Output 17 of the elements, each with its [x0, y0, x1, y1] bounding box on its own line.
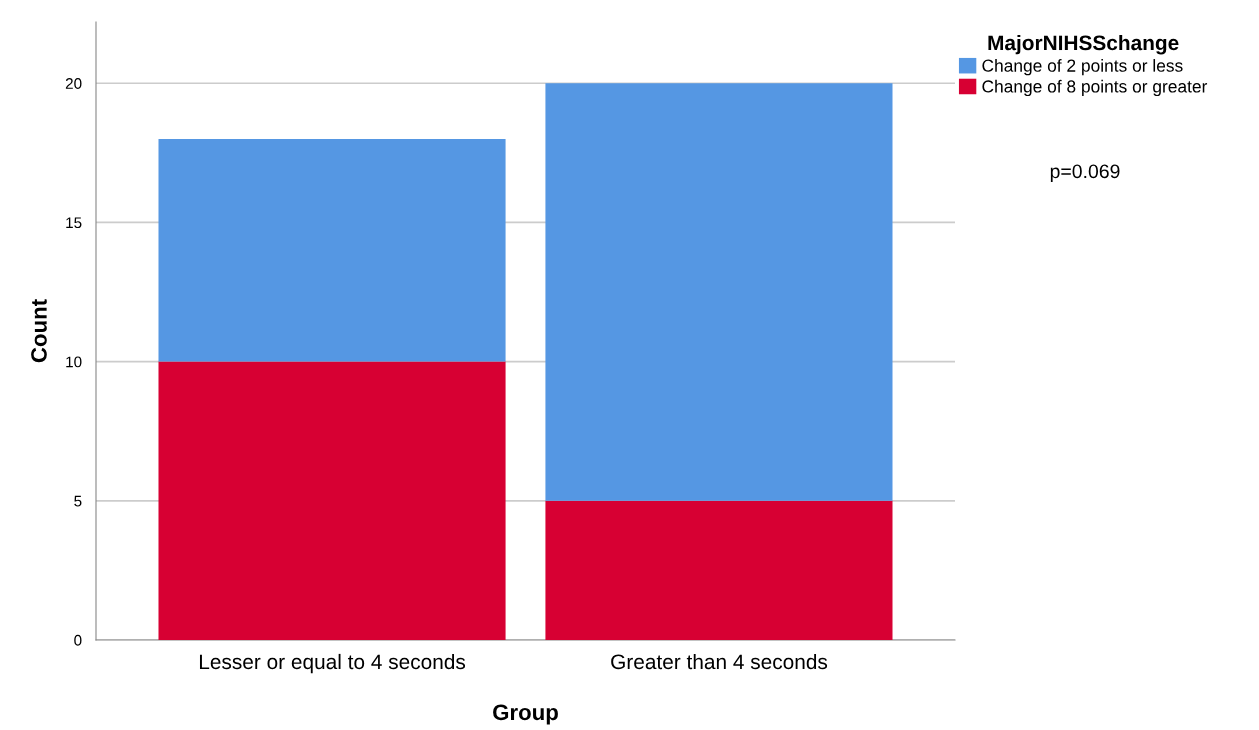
y-tick-label: 20	[65, 78, 82, 89]
y-tick-label: 0	[74, 634, 82, 646]
legend-title: MajorNIHSSchange	[988, 34, 1179, 55]
y-tick-label: 15	[66, 217, 82, 229]
text: p=0.069	[1050, 164, 1120, 183]
x-tick-label: Greater than 4 seconds	[611, 653, 828, 670]
x-axis-title: Group	[493, 704, 558, 725]
bar	[545, 83, 893, 501]
bar	[545, 500, 893, 640]
y-axis-title: Count	[31, 299, 47, 363]
bar	[158, 361, 506, 640]
legend-label: Change of 8 points or greater	[982, 79, 1208, 97]
legend-label: Change of 2 points or less	[982, 59, 1183, 76]
y-tick-label: 10	[66, 356, 82, 368]
y-tick-label: 5	[74, 495, 82, 507]
bar	[158, 138, 506, 362]
x-tick-label: Lesser or equal to 4 seconds	[199, 653, 466, 674]
